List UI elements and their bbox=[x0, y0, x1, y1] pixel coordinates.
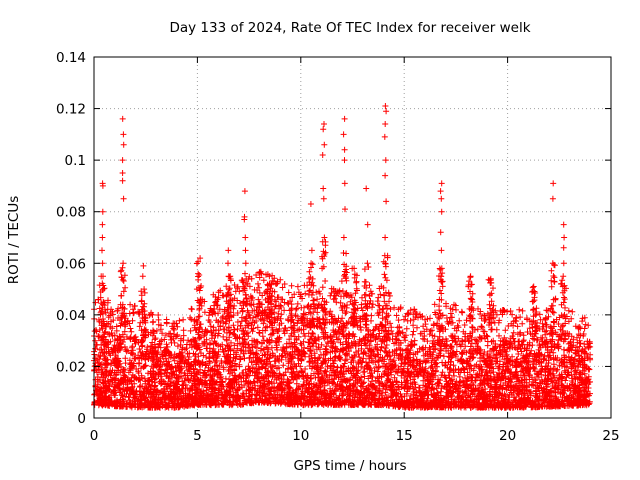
x-tick-label: 15 bbox=[396, 428, 413, 444]
ticks-layer: 0 0.02 0.04 0.06 0.08 0.1 0.12 0.14 0 5 10 15 20 25 bbox=[56, 50, 620, 444]
peak-points bbox=[193, 255, 205, 341]
peak-points bbox=[117, 115, 129, 335]
x-tick-label: 10 bbox=[292, 428, 309, 444]
peak-points bbox=[485, 275, 497, 333]
x-tick-label: 20 bbox=[499, 428, 516, 444]
data-points bbox=[91, 103, 594, 411]
peak-points bbox=[223, 247, 234, 341]
peak-points bbox=[465, 273, 476, 341]
x-tick-label: 25 bbox=[602, 428, 619, 444]
y-tick-label: 0.04 bbox=[56, 308, 86, 324]
peak-points bbox=[264, 273, 276, 343]
y-tick-label: 0.12 bbox=[56, 102, 86, 118]
peak-points bbox=[529, 283, 541, 338]
peak-points bbox=[138, 262, 149, 341]
peak-points bbox=[239, 188, 251, 342]
peak-points bbox=[436, 180, 446, 340]
peak-points bbox=[96, 180, 108, 343]
peak-points bbox=[338, 115, 350, 340]
y-tick-label: 0.06 bbox=[56, 256, 86, 272]
peak-points bbox=[305, 201, 317, 340]
background-points bbox=[91, 268, 594, 411]
x-tick-label: 0 bbox=[90, 428, 99, 444]
y-axis-label: ROTI / TECUs bbox=[6, 196, 22, 284]
y-tick-label: 0 bbox=[77, 411, 86, 427]
peak-points bbox=[558, 221, 569, 343]
peak-points bbox=[547, 180, 559, 338]
y-tick-label: 0.02 bbox=[56, 359, 86, 375]
chart-title: Day 133 of 2024, Rate Of TEC Index for r… bbox=[169, 20, 530, 36]
x-tick-label: 5 bbox=[193, 428, 202, 444]
x-axis-label: GPS time / hours bbox=[293, 458, 406, 474]
y-tick-label: 0.1 bbox=[65, 153, 86, 169]
y-tick-label: 0.14 bbox=[56, 50, 86, 66]
y-tick-label: 0.08 bbox=[56, 205, 86, 221]
peak-points bbox=[361, 185, 373, 344]
plot-frame bbox=[93, 56, 612, 419]
peak-points bbox=[318, 121, 329, 342]
peak-points bbox=[349, 265, 360, 340]
peak-points bbox=[380, 103, 391, 343]
